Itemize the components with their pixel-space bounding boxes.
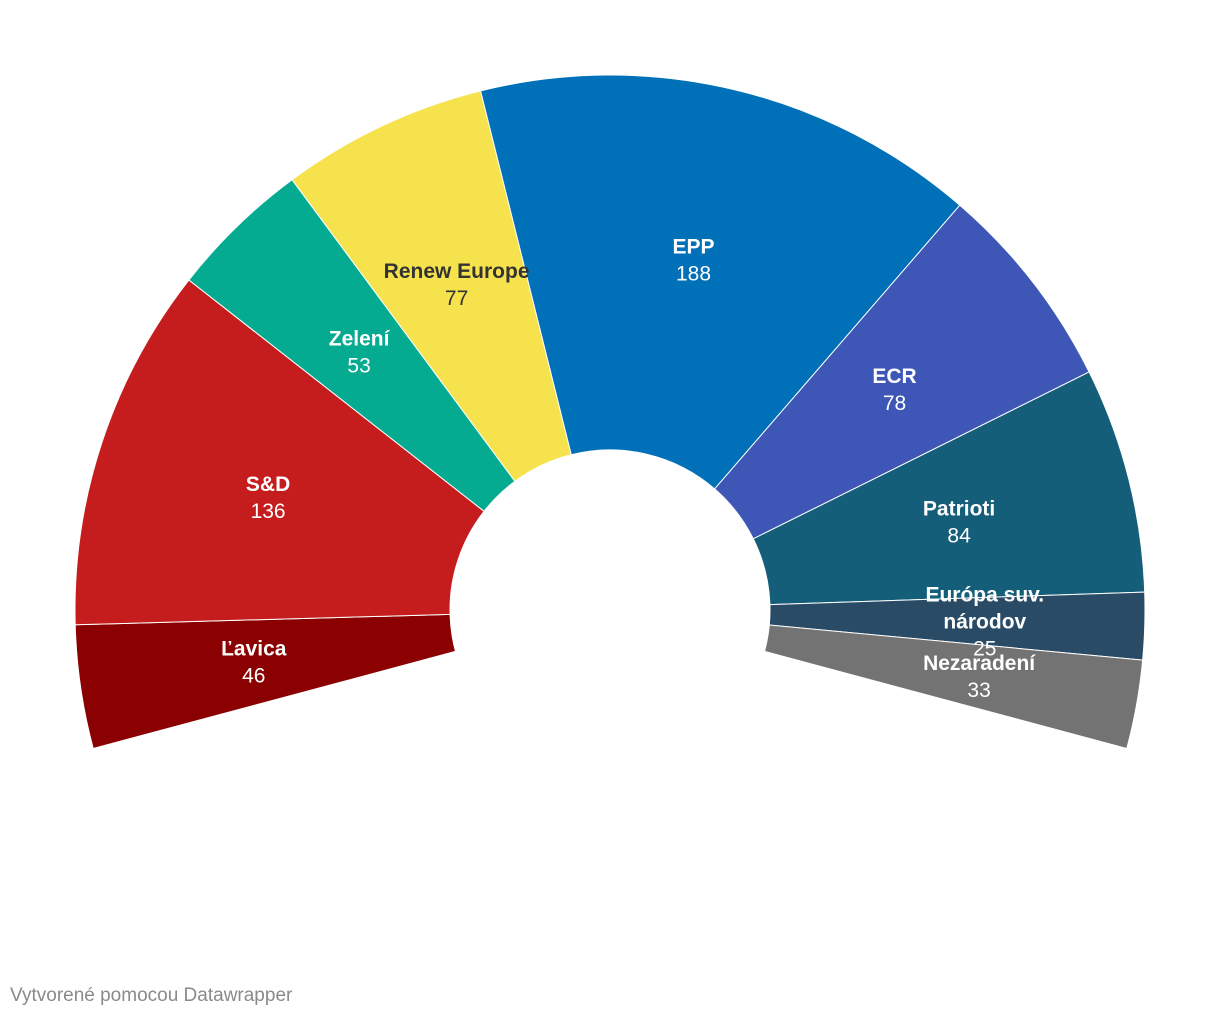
- slice-label-6: Patrioti 84: [923, 497, 995, 547]
- slice-label-4: EPP 188: [672, 235, 714, 285]
- slice-value-4: 188: [676, 262, 711, 285]
- slice-value-0: 46: [242, 664, 265, 687]
- slice-1: [74, 279, 485, 626]
- slice-label-1: S&D 136: [246, 473, 290, 523]
- slice-value-5: 78: [883, 392, 906, 415]
- slice-5: [713, 204, 1090, 540]
- slice-3: [291, 90, 572, 483]
- slice-4: [479, 74, 961, 490]
- slice-label-8: Nezaradení 33: [923, 652, 1036, 702]
- slice-label-5: ECR 78: [872, 365, 916, 415]
- slice-value-2: 53: [347, 354, 370, 377]
- slice-label-0: Ľavica 46: [221, 637, 287, 687]
- slice-value-8: 33: [967, 679, 990, 702]
- slice-value-6: 84: [947, 524, 971, 547]
- slice-value-7: 25: [973, 637, 996, 660]
- slice-label-7: Európa suv. národov 25: [925, 583, 1044, 660]
- slice-label-3: Renew Europe 77: [384, 260, 530, 310]
- slice-6: [752, 371, 1146, 606]
- slice-label-2: Zelení 53: [329, 327, 391, 377]
- footer-credit: Vytvorené pomocou Datawrapper: [10, 985, 293, 1006]
- slice-8: [763, 624, 1144, 750]
- slice-value-3: 77: [445, 287, 468, 310]
- slice-value-1: 136: [251, 500, 286, 523]
